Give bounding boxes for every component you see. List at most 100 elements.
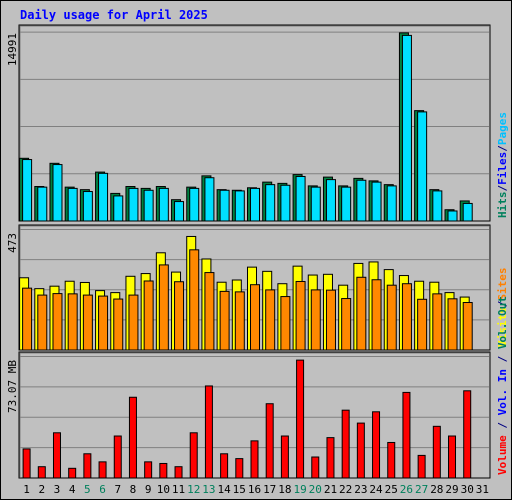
legend-hits-files: Hits/Files/Pages	[496, 112, 509, 218]
x-tick-label: 5	[84, 483, 91, 496]
bar-files	[325, 179, 336, 222]
bar-sites	[204, 272, 215, 351]
bar-volume	[189, 432, 198, 479]
bar-files	[234, 190, 245, 222]
x-tick-label: 18	[278, 483, 291, 496]
bar-sites	[356, 276, 367, 351]
bar-files	[128, 187, 139, 222]
legend-entry: Sites	[496, 268, 509, 301]
bar-files	[432, 190, 443, 222]
bar-sites	[462, 302, 473, 351]
legend-visits-sites: Visits/Sites	[496, 268, 509, 348]
bar-files	[52, 164, 63, 222]
bar-volume	[174, 466, 183, 479]
x-tick-label: 31	[476, 483, 489, 496]
bar-files	[341, 186, 352, 222]
legend-entry: /	[496, 349, 509, 369]
x-tick-label: 26	[400, 483, 413, 496]
bar-volume	[98, 461, 107, 479]
legend-entry: /	[496, 415, 509, 435]
bar-volume	[113, 435, 122, 479]
chart-title: Daily usage for April 2025	[20, 8, 208, 22]
bar-volume	[326, 437, 335, 479]
y-max-label: 473	[6, 233, 19, 253]
legend-entry: Visits	[496, 307, 509, 347]
panel-visits-sites: 473 Visits/Sites	[6, 224, 509, 351]
bar-sites	[128, 294, 139, 351]
x-tick-label: 21	[324, 483, 337, 496]
x-tick-label: 17	[263, 483, 276, 496]
legend-entry: /	[496, 145, 509, 152]
x-tick-label: 10	[157, 483, 170, 496]
bar-sites	[341, 298, 352, 351]
legend-entry: Hits	[496, 192, 509, 219]
x-tick-label: 4	[69, 483, 76, 496]
x-tick-label: 11	[172, 483, 185, 496]
bar-sites	[295, 280, 306, 351]
bar-files	[417, 111, 428, 222]
y-max-label: 73.07 MB	[6, 360, 19, 413]
x-tick-label: 22	[339, 483, 352, 496]
bar-sites	[447, 298, 458, 351]
bar-sites	[386, 284, 397, 351]
bar-volume	[372, 411, 381, 479]
bar-volume	[204, 385, 213, 479]
legend-entry: Vol. Out	[496, 296, 509, 349]
bar-sites	[219, 290, 230, 351]
bar-volume	[37, 466, 46, 479]
bar-sites	[325, 289, 336, 351]
bar-sites	[265, 289, 276, 351]
x-tick-label: 8	[130, 483, 137, 496]
bar-files	[310, 186, 321, 222]
panel-volume: 73.07 MB Volume / Vol. In / Vol. Out	[6, 296, 509, 479]
bar-sites	[143, 280, 154, 351]
bar-files	[265, 184, 276, 222]
bar-volume	[68, 467, 77, 479]
panel-frame	[18, 351, 491, 479]
bar-files	[447, 210, 458, 222]
bar-files	[219, 189, 230, 222]
x-tick-label: 30	[461, 483, 474, 496]
bar-sites	[158, 264, 169, 351]
bar-files	[37, 186, 48, 222]
bar-volume	[463, 390, 472, 479]
bar-volume	[432, 425, 441, 479]
x-tick-label: 14	[217, 483, 231, 496]
bar-files	[250, 187, 260, 222]
bar-sites	[98, 295, 109, 351]
bar-volume	[22, 448, 31, 479]
bar-files	[401, 34, 412, 222]
legend-volume: Volume / Vol. In / Vol. Out	[496, 296, 509, 475]
x-tick-label: 2	[38, 483, 45, 496]
bar-volume	[402, 391, 411, 479]
x-tick-label: 7	[114, 483, 121, 496]
x-tick-label: 9	[145, 483, 152, 496]
bar-files	[189, 187, 200, 222]
bar-volume	[250, 440, 259, 479]
legend-entry: /	[496, 185, 509, 192]
x-tick-label: 20	[309, 483, 322, 496]
bar-files	[143, 189, 154, 222]
bar-volume	[83, 453, 92, 479]
bar-sites	[37, 294, 48, 351]
bar-volume	[341, 409, 350, 479]
bar-volume	[235, 458, 244, 479]
x-tick-label: 12	[187, 483, 200, 496]
bar-volume	[265, 403, 274, 479]
bar-volume	[356, 422, 365, 479]
bar-volume	[159, 462, 168, 479]
bar-files	[98, 172, 109, 222]
bar-volume	[280, 435, 289, 479]
bar-sites	[22, 287, 33, 351]
bar-sites	[67, 293, 78, 351]
bar-volume	[296, 359, 305, 479]
bar-files	[462, 202, 473, 222]
bar-files	[204, 177, 215, 222]
bar-volume	[220, 453, 229, 479]
bar-files	[356, 179, 367, 222]
bar-sites	[113, 298, 124, 351]
bar-sites	[189, 249, 200, 351]
